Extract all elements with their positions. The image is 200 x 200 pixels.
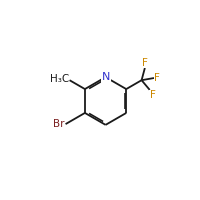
Text: H₃C: H₃C xyxy=(50,74,69,84)
Text: F: F xyxy=(150,90,156,100)
Text: Br: Br xyxy=(53,119,65,129)
Text: N: N xyxy=(101,72,110,82)
Text: F: F xyxy=(154,73,160,83)
Text: F: F xyxy=(142,58,148,68)
